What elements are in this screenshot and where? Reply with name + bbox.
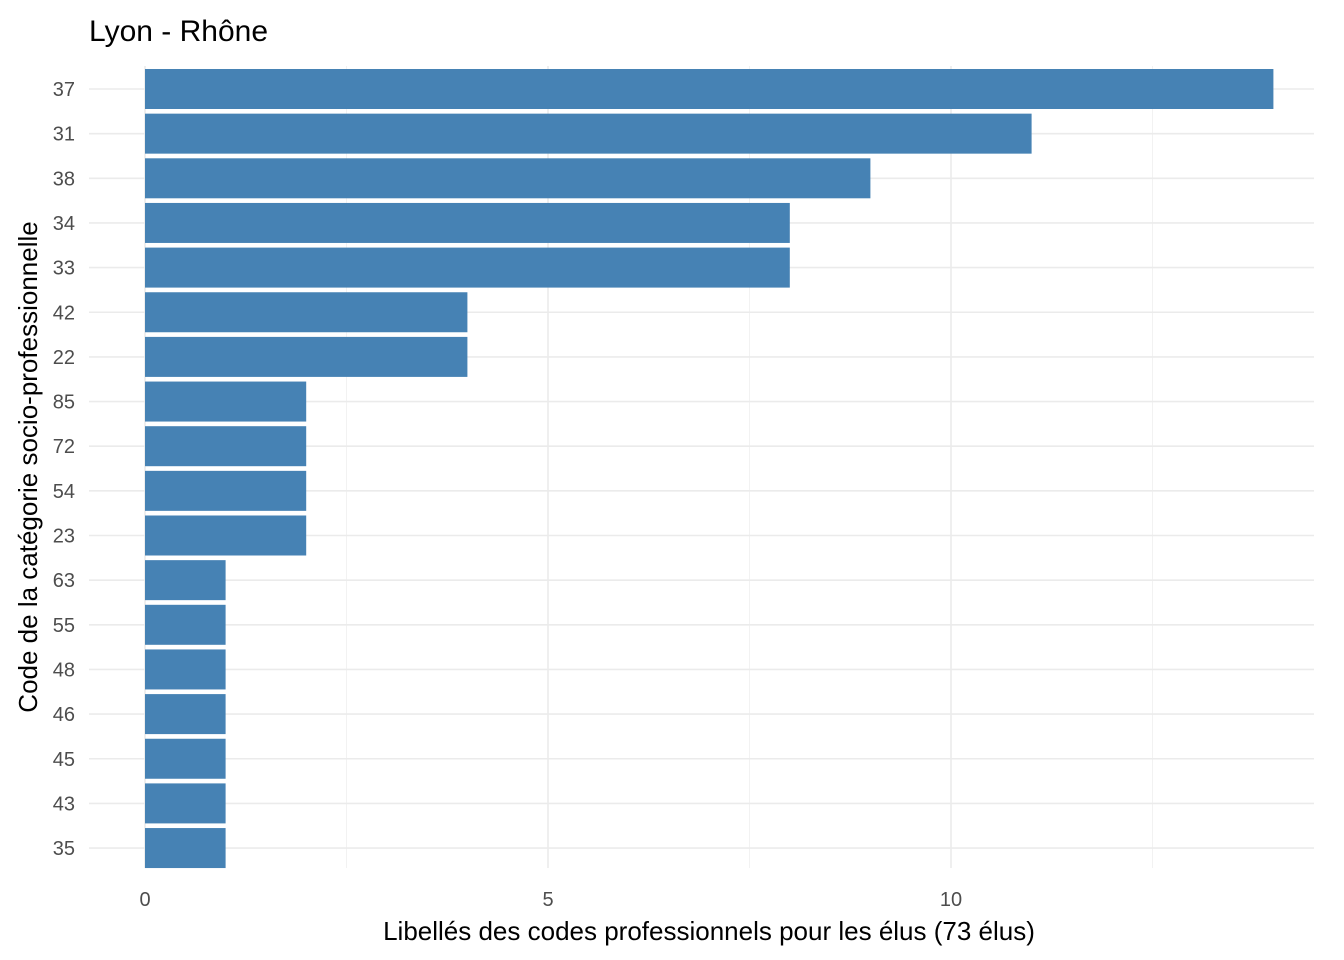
bar-22 <box>145 336 468 377</box>
bar-54 <box>145 470 307 511</box>
bar-85 <box>145 381 307 422</box>
bar-31 <box>145 113 1032 154</box>
y-tick-label: 45 <box>53 749 75 771</box>
bar-38 <box>145 158 871 199</box>
y-tick-label: 37 <box>53 79 75 101</box>
bar-55 <box>145 604 226 645</box>
bar-23 <box>145 515 307 556</box>
y-tick-label: 35 <box>53 838 75 860</box>
bar-45 <box>145 738 226 779</box>
y-tick-label: 33 <box>53 258 75 280</box>
bar-46 <box>145 694 226 735</box>
y-tick-label: 43 <box>53 793 75 815</box>
chart-title: Lyon - Rhône <box>89 15 268 48</box>
y-tick-label: 55 <box>53 615 75 637</box>
y-tick-label: 85 <box>53 392 75 414</box>
bar-42 <box>145 292 468 333</box>
bars <box>145 69 1274 869</box>
y-tick-label: 48 <box>53 659 75 681</box>
x-axis-title: Libellés des codes professionnels pour l… <box>383 916 1035 946</box>
bar-34 <box>145 202 790 243</box>
y-tick-label: 54 <box>53 481 75 503</box>
y-tick-label: 72 <box>53 436 75 458</box>
y-tick-label: 42 <box>53 302 75 324</box>
y-tick-label: 31 <box>53 124 75 146</box>
bar-43 <box>145 783 226 824</box>
x-tick-labels: 0 5 10 <box>139 889 962 911</box>
y-tick-label: 46 <box>53 704 75 726</box>
bar-72 <box>145 426 307 467</box>
y-tick-label: 63 <box>53 570 75 592</box>
bar-63 <box>145 560 226 601</box>
x-tick-label: 5 <box>542 889 553 911</box>
y-tick-label: 38 <box>53 168 75 190</box>
y-axis-title: Code de la catégorie socio-professionnel… <box>13 221 43 712</box>
x-tick-label: 10 <box>940 889 962 911</box>
y-tick-labels: 37 31 38 34 33 42 22 85 72 54 23 63 55 48 46 45 43 35 <box>53 79 75 860</box>
bar-33 <box>145 247 790 288</box>
bar-35 <box>145 828 226 869</box>
y-tick-label: 23 <box>53 526 75 548</box>
bar-48 <box>145 649 226 690</box>
y-tick-label: 22 <box>53 347 75 369</box>
bar-37 <box>145 69 1274 109</box>
x-tick-label: 0 <box>139 889 150 911</box>
y-tick-label: 34 <box>53 213 75 235</box>
